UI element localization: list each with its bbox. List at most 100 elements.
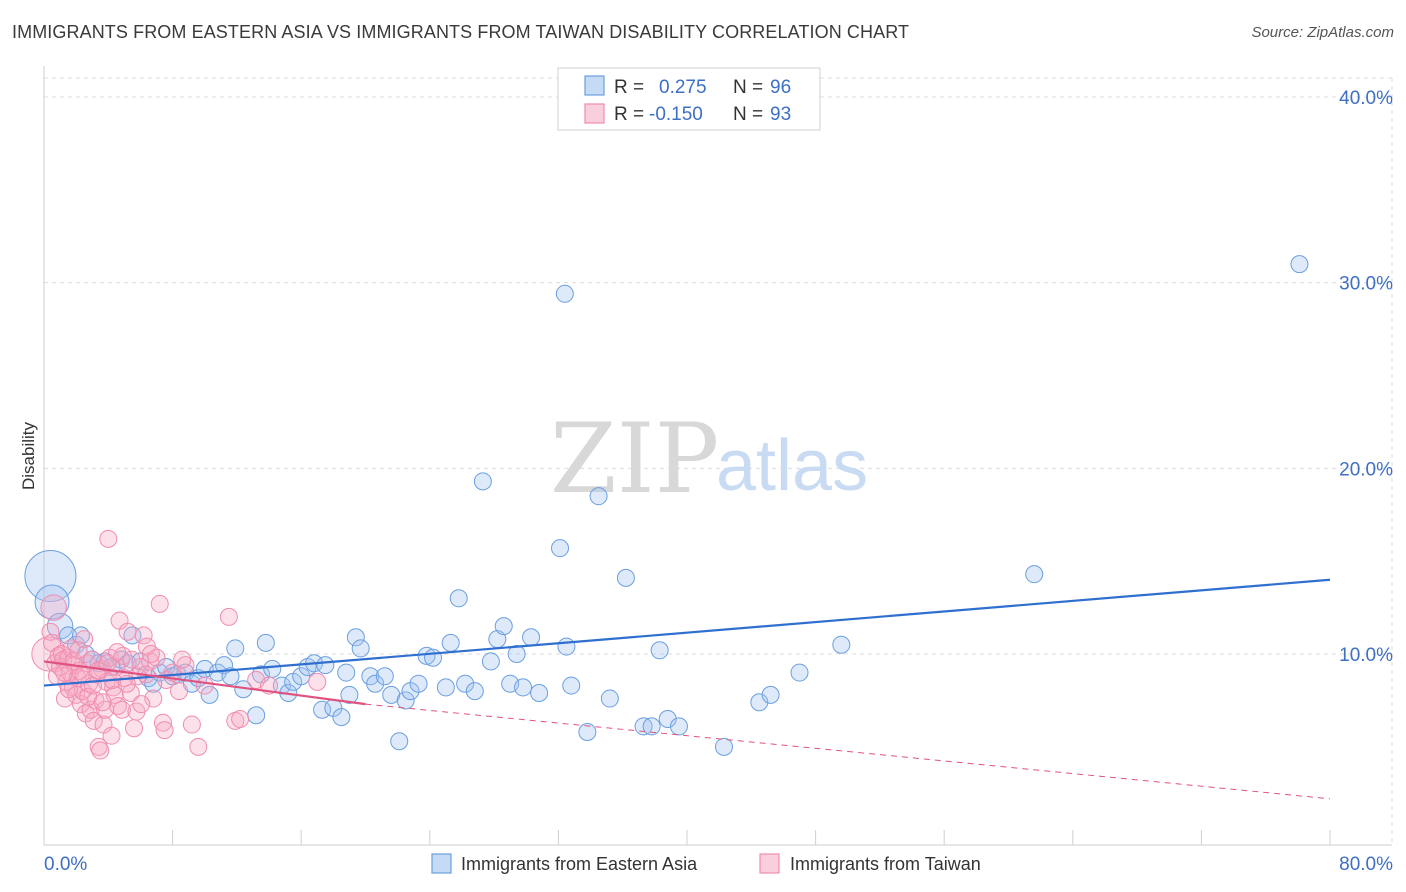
eastern-asia-point bbox=[658, 709, 677, 728]
eastern-asia-point bbox=[436, 678, 455, 697]
eastern-asia-point bbox=[494, 617, 513, 636]
taiwan-trend-line bbox=[43, 660, 366, 706]
eastern-asia-point bbox=[34, 584, 70, 620]
taiwan-point bbox=[189, 737, 208, 756]
taiwan-point bbox=[182, 715, 201, 734]
watermark-zip: ZIP bbox=[550, 403, 719, 515]
eastern-asia-point bbox=[263, 659, 282, 678]
bottom-legend-label-blue: Immigrants from Eastern Asia bbox=[461, 854, 698, 874]
y-tick-label: 40.0% bbox=[1339, 88, 1393, 109]
legend-n-value-2: 93 bbox=[770, 104, 791, 125]
eastern-asia-point bbox=[396, 691, 415, 710]
taiwan-point bbox=[231, 709, 250, 728]
eastern-asia-point bbox=[562, 676, 581, 695]
eastern-asia-point bbox=[441, 633, 460, 652]
taiwan-point bbox=[59, 680, 78, 699]
eastern-asia-point bbox=[555, 284, 574, 303]
taiwan-point bbox=[170, 682, 189, 701]
eastern-asia-point bbox=[790, 663, 809, 682]
eastern-asia-point bbox=[761, 685, 780, 704]
taiwan-point bbox=[112, 700, 131, 719]
legend-n-label-1: N = bbox=[733, 77, 763, 98]
eastern-asia-point bbox=[366, 674, 385, 693]
taiwan-point bbox=[71, 695, 90, 714]
eastern-asia-point bbox=[247, 706, 266, 725]
eastern-asia-point bbox=[390, 732, 409, 751]
taiwan-trend-extension bbox=[365, 703, 1331, 800]
taiwan-point bbox=[308, 672, 327, 691]
taiwan-point bbox=[40, 594, 67, 621]
eastern-asia-point bbox=[465, 682, 484, 701]
eastern-asia-point bbox=[530, 683, 549, 702]
eastern-asia-point bbox=[578, 722, 597, 741]
eastern-asia-point bbox=[449, 589, 468, 608]
eastern-asia-point bbox=[589, 487, 608, 506]
eastern-asia-point bbox=[522, 628, 541, 647]
eastern-asia-point bbox=[714, 737, 733, 756]
bottom-legend-swatch-blue bbox=[431, 853, 452, 874]
eastern-asia-point bbox=[346, 628, 365, 647]
taiwan-point bbox=[134, 626, 153, 645]
eastern-asia-point bbox=[551, 539, 570, 558]
legend-r-label-1: R = bbox=[614, 77, 644, 98]
taiwan-point bbox=[118, 622, 137, 641]
taiwan-point bbox=[93, 693, 112, 712]
taiwan-point bbox=[99, 529, 118, 548]
bottom-legend: Immigrants from Eastern Asia Immigrants … bbox=[431, 853, 981, 874]
series-eastern-asia-points bbox=[24, 255, 1309, 756]
taiwan-point bbox=[195, 676, 214, 695]
eastern-asia-point bbox=[292, 667, 311, 686]
legend-n-value-1: 96 bbox=[770, 77, 791, 98]
eastern-asia-point bbox=[1290, 255, 1309, 274]
eastern-asia-point bbox=[669, 717, 688, 736]
y-tick-labels: 10.0% 20.0% 30.0% 40.0% bbox=[1339, 88, 1393, 666]
taiwan-point bbox=[69, 641, 88, 660]
chart-title: IMMIGRANTS FROM EASTERN ASIA VS IMMIGRAN… bbox=[12, 22, 910, 42]
eastern-asia-point bbox=[226, 639, 245, 658]
bottom-legend-label-pink: Immigrants from Taiwan bbox=[790, 854, 981, 874]
eastern-asia-point bbox=[340, 685, 359, 704]
eastern-asia-point bbox=[313, 700, 332, 719]
eastern-asia-point bbox=[409, 674, 428, 693]
eastern-asia-point bbox=[642, 717, 661, 736]
taiwan-point bbox=[153, 713, 172, 732]
y-tick-label: 10.0% bbox=[1339, 645, 1393, 666]
taiwan-point bbox=[102, 726, 121, 745]
eastern-asia-point bbox=[424, 648, 443, 667]
taiwan-point bbox=[144, 689, 163, 708]
taiwan-point bbox=[155, 721, 174, 740]
eastern-asia-point bbox=[514, 678, 533, 697]
legend-n-label-2: N = bbox=[733, 104, 763, 125]
legend-r-value-1: 0.275 bbox=[659, 77, 707, 98]
x-tick-labels: 0.0% 80.0% bbox=[44, 854, 1393, 875]
taiwan-point bbox=[91, 741, 110, 760]
y-tick-label: 30.0% bbox=[1339, 274, 1393, 295]
eastern-asia-point bbox=[351, 639, 370, 658]
eastern-asia-point bbox=[256, 633, 275, 652]
eastern-asia-point bbox=[832, 635, 851, 654]
eastern-asia-point bbox=[616, 568, 635, 587]
trend-lines bbox=[43, 578, 1331, 800]
taiwan-point bbox=[125, 719, 144, 738]
series-taiwan-points bbox=[31, 529, 327, 760]
taiwan-point bbox=[132, 695, 151, 714]
taiwan-point bbox=[121, 683, 140, 702]
eastern-asia-point bbox=[316, 656, 335, 675]
source-label: Source: ZipAtlas.com bbox=[1251, 24, 1394, 41]
taiwan-point bbox=[219, 607, 238, 626]
eastern-asia-point bbox=[600, 689, 619, 708]
eastern-asia-trend-line bbox=[43, 578, 1331, 687]
axes bbox=[43, 66, 1392, 846]
eastern-asia-point bbox=[332, 708, 351, 727]
taiwan-point bbox=[108, 643, 127, 662]
eastern-asia-point bbox=[200, 685, 219, 704]
eastern-asia-point bbox=[473, 472, 492, 491]
eastern-asia-point bbox=[750, 693, 769, 712]
eastern-asia-point bbox=[337, 663, 356, 682]
watermark-atlas: atlas bbox=[716, 426, 868, 506]
taiwan-point bbox=[173, 650, 192, 669]
eastern-asia-point bbox=[221, 667, 240, 686]
y-axis-title: Disability bbox=[19, 421, 38, 490]
top-legend: R = 0.275 N = 96 R = -0.150 N = 93 bbox=[557, 67, 821, 131]
x-tick-label: 80.0% bbox=[1339, 854, 1393, 875]
